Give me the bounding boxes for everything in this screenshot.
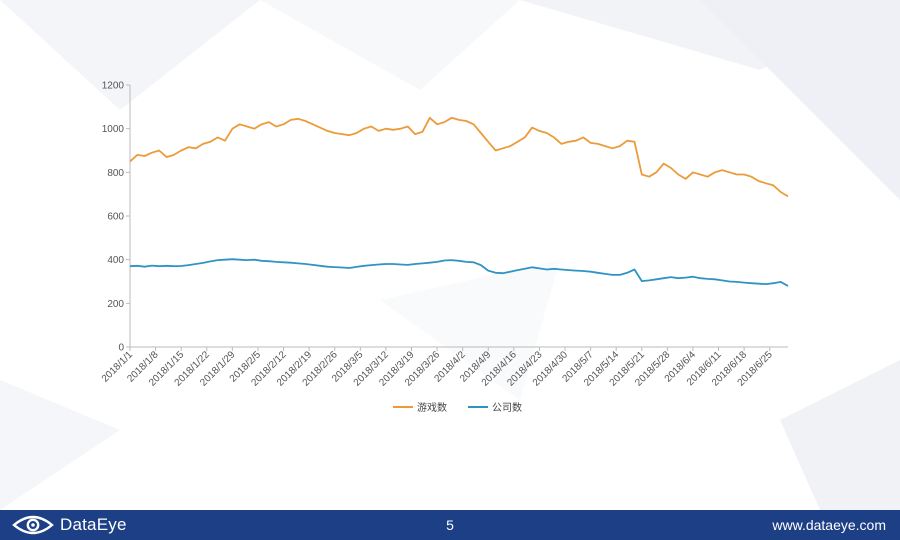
page-number: 5	[446, 517, 454, 533]
legend: 游戏数 公司数	[393, 401, 522, 414]
series-line-1	[129, 258, 789, 287]
legend-label-1: 公司数	[492, 401, 522, 414]
y-axis-ticks: 0 200 400 600 800 1000 1200	[102, 81, 130, 354]
legend-label-0: 游戏数	[417, 401, 447, 414]
brand-name: DataEye	[60, 515, 127, 534]
x-axis-ticks: 2018/1/12018/1/82018/1/152018/1/222018/1…	[100, 347, 775, 389]
series-lines	[129, 116, 789, 287]
footer-bar: DataEye 5 www.dataeye.com	[0, 510, 900, 540]
eye-logo-icon	[12, 515, 54, 535]
series-line-0	[129, 116, 789, 198]
y-tick-label: 600	[107, 212, 124, 223]
y-tick-label: 1000	[102, 124, 125, 135]
y-tick-label: 400	[107, 255, 124, 266]
y-tick-label: 1200	[102, 81, 125, 92]
background-polygons	[0, 0, 900, 510]
y-tick-label: 0	[118, 343, 124, 354]
y-tick-label: 800	[107, 168, 124, 179]
website-url: www.dataeye.com	[772, 517, 886, 533]
line-chart: 0 200 400 600 800 1000 1200 2018/1/12018/1/820…	[100, 81, 789, 414]
brand: DataEye	[12, 513, 127, 537]
y-tick-label: 200	[107, 299, 124, 310]
